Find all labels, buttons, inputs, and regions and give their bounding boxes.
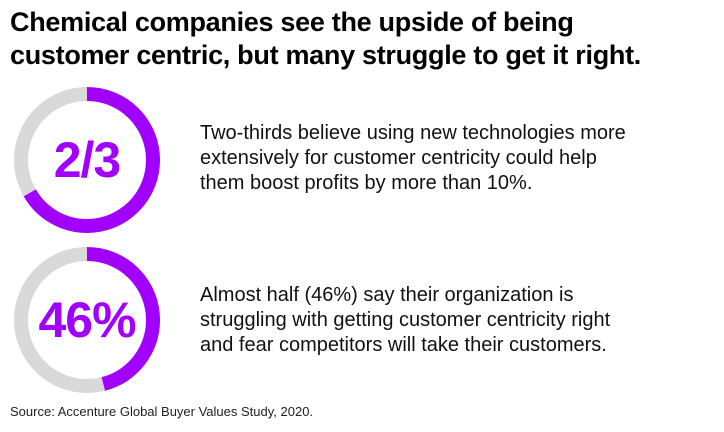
stat-line: extensively for customer centricity coul… (200, 147, 597, 169)
page-title: Chemical companies see the upside of bei… (10, 6, 641, 72)
title-line: customer centric, but many struggle to g… (10, 40, 641, 70)
stat-line: and fear competitors will take their cus… (200, 334, 607, 356)
source-note: Source: Accenture Global Buyer Values St… (10, 404, 314, 419)
stat-text-1: Two-thirds believe using new technologie… (200, 121, 720, 196)
donut-svg (14, 247, 160, 393)
stat-line: Two-thirds believe using new technologie… (200, 122, 626, 144)
donut-svg (14, 87, 160, 233)
stat-text-2: Almost half (46%) say their organization… (200, 283, 720, 358)
stat-line: Almost half (46%) say their organization… (200, 284, 574, 306)
donut-chart-two-thirds: 2/3 (14, 87, 160, 233)
donut-label: 2/3 (53, 132, 122, 188)
donut-chart-46-percent: 46% (14, 247, 160, 393)
title-line: Chemical companies see the upside of bei… (10, 7, 574, 37)
donut-value-arc (14, 87, 160, 233)
stat-line: them boost profits by more than 10%. (200, 172, 533, 194)
donut-label: 46% (38, 292, 136, 348)
stat-line: struggling with getting customer centric… (200, 309, 611, 331)
donut-value-arc (14, 247, 160, 393)
